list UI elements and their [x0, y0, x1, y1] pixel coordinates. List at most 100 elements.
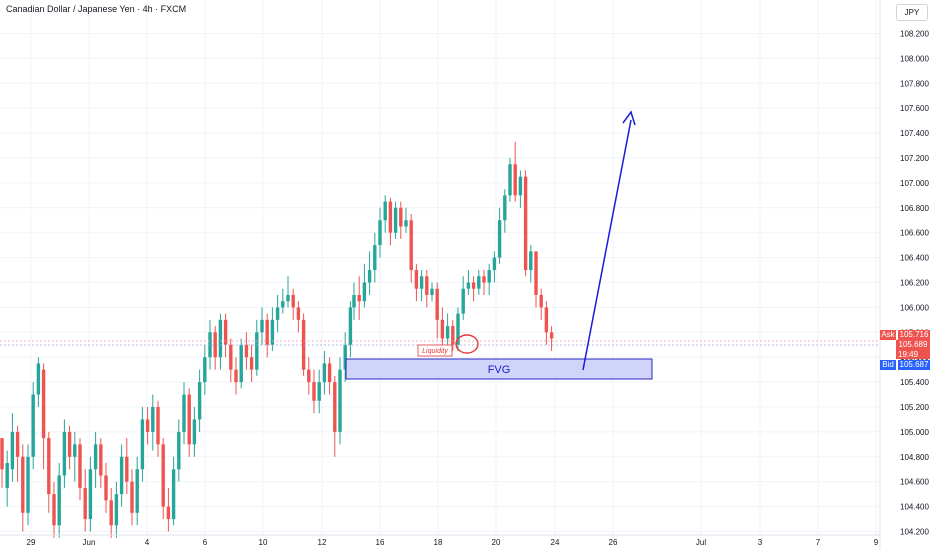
candle [393, 201, 398, 239]
candle [333, 375, 337, 457]
candle-body [534, 251, 538, 295]
candle [223, 313, 228, 358]
candle [343, 332, 347, 383]
candle-body [26, 456, 30, 513]
candle-body [15, 431, 20, 457]
candle [471, 276, 476, 302]
candle [156, 400, 160, 457]
candle-body [451, 326, 455, 345]
candle-body [41, 369, 46, 439]
candle [109, 487, 113, 538]
candle-body [145, 419, 150, 432]
candle-body [529, 251, 533, 271]
time-tick-label: 16 [376, 538, 385, 547]
candle-body [213, 332, 217, 358]
candle-body [275, 307, 280, 320]
candle-body [5, 463, 9, 488]
candle-body [104, 475, 108, 501]
price-axis[interactable]: 108.200 108.000 107.800 107.600 107.400 107.2… [900, 30, 929, 537]
candle-body [286, 294, 290, 302]
candle [477, 270, 481, 295]
candle [383, 195, 387, 233]
candle [125, 438, 129, 495]
candle-body [203, 357, 207, 383]
candle [5, 450, 9, 507]
candle [218, 313, 223, 370]
candle-body [477, 276, 481, 289]
candle [26, 444, 30, 526]
candle-body [62, 431, 67, 476]
candle-body [270, 319, 275, 345]
candle-body [281, 301, 285, 308]
candle [399, 201, 403, 239]
currency-selector[interactable]: JPY [896, 4, 928, 21]
candle [451, 319, 455, 351]
bid-label: Bid [880, 360, 896, 370]
candle-body [338, 369, 342, 432]
candle [99, 438, 103, 488]
candle [78, 438, 82, 501]
price-tick-label: 107.000 [900, 179, 929, 188]
candle-body [367, 270, 372, 283]
candle [518, 170, 523, 208]
candle-body [130, 481, 134, 513]
candle [187, 388, 191, 457]
price-tick-label: 104.200 [900, 528, 929, 537]
candle-body [125, 456, 129, 482]
candle [151, 394, 155, 451]
candle-body [471, 282, 476, 289]
candle [10, 413, 15, 482]
candle-body [0, 438, 4, 470]
candle-body [544, 307, 549, 333]
candle-body [109, 500, 113, 526]
candle [409, 214, 413, 283]
candle-body [218, 319, 223, 358]
price-tick-label: 105.400 [900, 378, 929, 387]
candle-body [466, 282, 471, 289]
time-tick-label: 4 [145, 538, 150, 547]
liquidity-label: Liquidity [422, 348, 448, 355]
time-tick-label: 3 [758, 538, 763, 547]
fvg-zone[interactable] [345, 358, 653, 380]
candle [357, 276, 361, 320]
candle [425, 270, 429, 308]
price-tick-label: 108.000 [900, 54, 929, 63]
candle [249, 344, 254, 383]
candle [529, 245, 533, 283]
candle [466, 270, 471, 295]
candle-body [461, 288, 465, 314]
candle-body [445, 326, 450, 339]
candle-body [430, 288, 434, 295]
time-tick-label: Jul [696, 538, 706, 547]
time-axis[interactable]: 29 Jun 4 6 10 12 16 18 20 24 26 Jul 3 7 9 [27, 538, 879, 547]
candle-body [99, 444, 103, 476]
candle [440, 307, 445, 345]
candle-body [234, 369, 238, 383]
candle-body [399, 207, 403, 227]
candle-body [36, 363, 41, 395]
projection-arrow[interactable] [582, 119, 632, 371]
candle [508, 158, 512, 202]
last-price-value: 105.689 [896, 340, 930, 350]
liquidity-circle[interactable] [455, 334, 479, 354]
candle [419, 270, 424, 302]
candle [301, 313, 306, 376]
candle [47, 431, 51, 513]
candle [445, 313, 450, 345]
candle-body [296, 307, 301, 320]
candle [456, 307, 460, 351]
candle [435, 282, 439, 339]
time-tick-label: Jun [83, 538, 96, 547]
price-tick-label: 105.200 [900, 403, 929, 412]
candle [15, 425, 20, 482]
candle-body [140, 419, 145, 470]
candle-body [352, 294, 356, 308]
candle-body [31, 394, 35, 457]
candle [161, 438, 165, 520]
candle-body [208, 332, 212, 358]
candle-body [508, 164, 512, 196]
candle [291, 288, 295, 320]
candle [373, 232, 377, 283]
candle-body [229, 344, 233, 370]
